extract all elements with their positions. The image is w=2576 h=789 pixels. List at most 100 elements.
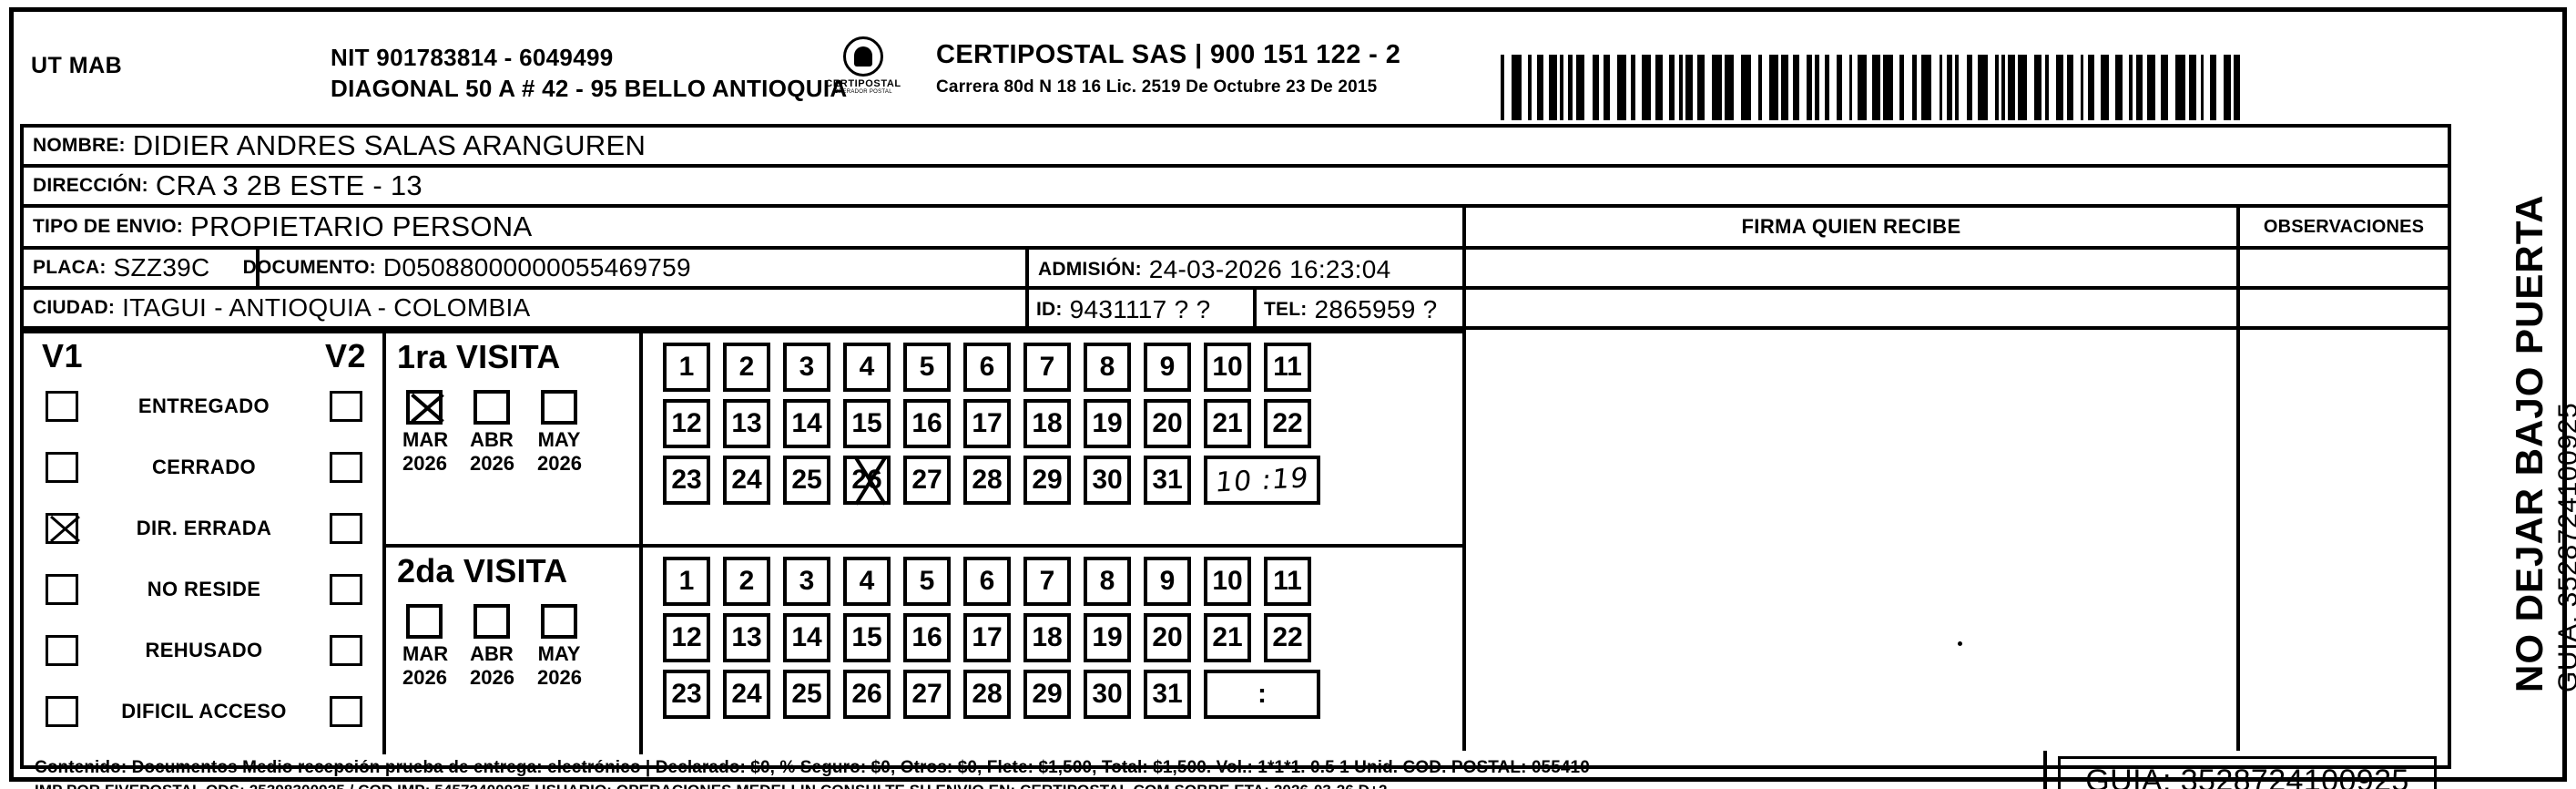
- checkbox-v2-entregado[interactable]: [330, 390, 362, 422]
- checkbox-visit1-mar[interactable]: [406, 390, 443, 425]
- checkbox-v1-rehusado[interactable]: [46, 634, 78, 666]
- day-cell-19[interactable]: 19: [1084, 613, 1131, 662]
- day-cell-3[interactable]: 3: [783, 557, 830, 606]
- visit-time-box[interactable]: 10 :19: [1204, 456, 1320, 505]
- day-cell-28[interactable]: 28: [963, 456, 1011, 505]
- day-cell-25[interactable]: 25: [783, 670, 830, 719]
- checkbox-v1-no-reside[interactable]: [46, 573, 78, 605]
- day-cell-16[interactable]: 16: [903, 613, 951, 662]
- day-cell-15[interactable]: 15: [843, 399, 891, 448]
- day-cell-29[interactable]: 29: [1023, 456, 1071, 505]
- day-cell-16[interactable]: 16: [903, 399, 951, 448]
- visit-block-2: 2da VISITA MAR 2026 ABR 2026 MAY 2026: [386, 544, 639, 754]
- checkbox-v1-entregado[interactable]: [46, 390, 78, 422]
- day-cell-23[interactable]: 23: [663, 456, 710, 505]
- day-cell-26[interactable]: 26: [843, 456, 891, 505]
- checkbox-visit2-abr[interactable]: [473, 604, 510, 639]
- observaciones-header: OBSERVACIONES: [2240, 208, 2448, 250]
- day-cell-12[interactable]: 12: [663, 613, 710, 662]
- day-cell-23[interactable]: 23: [663, 670, 710, 719]
- checkbox-v1-dificil-acceso[interactable]: [46, 695, 78, 727]
- day-cell-25[interactable]: 25: [783, 456, 830, 505]
- day-cell-24[interactable]: 24: [723, 670, 770, 719]
- day-cell-7[interactable]: 7: [1023, 343, 1071, 392]
- checkbox-v1-dir-errada[interactable]: [46, 512, 78, 544]
- guia-box: GUIA: 3528724100925: [2043, 751, 2448, 789]
- day-cell-13[interactable]: 13: [723, 613, 770, 662]
- day-cell-6[interactable]: 6: [963, 557, 1011, 606]
- day-cell-22[interactable]: 22: [1264, 399, 1311, 448]
- day-cell-17[interactable]: 17: [963, 399, 1011, 448]
- visit-time-box[interactable]: :: [1204, 670, 1320, 719]
- day-cell-27[interactable]: 27: [903, 456, 951, 505]
- day-cell-10[interactable]: 10: [1204, 557, 1251, 606]
- day-cell-8[interactable]: 8: [1084, 557, 1131, 606]
- day-cell-11[interactable]: 11: [1264, 557, 1311, 606]
- checkbox-v2-dificil-acceso[interactable]: [330, 695, 362, 727]
- day-cell-9[interactable]: 9: [1144, 343, 1191, 392]
- day-cell-19[interactable]: 19: [1084, 399, 1131, 448]
- day-cell-18[interactable]: 18: [1023, 613, 1071, 662]
- day-cell-1[interactable]: 1: [663, 557, 710, 606]
- day-cell-24[interactable]: 24: [723, 456, 770, 505]
- day-cell-15[interactable]: 15: [843, 613, 891, 662]
- checkbox-v2-no-reside[interactable]: [330, 573, 362, 605]
- day-cell-29[interactable]: 29: [1023, 670, 1071, 719]
- checkbox-v1-cerrado[interactable]: [46, 451, 78, 483]
- barcode-bar: [1536, 55, 1543, 120]
- company-short-name: UT MAB: [31, 53, 123, 78]
- day-cell-11[interactable]: 11: [1264, 343, 1311, 392]
- month-name: ABR: [470, 428, 514, 451]
- day-cell-4[interactable]: 4: [843, 557, 891, 606]
- day-cell-4[interactable]: 4: [843, 343, 891, 392]
- checkbox-visit1-may[interactable]: [541, 390, 577, 425]
- day-cell-31[interactable]: 31: [1144, 670, 1191, 719]
- barcode-space: [2041, 55, 2045, 120]
- day-cell-10[interactable]: 10: [1204, 343, 1251, 392]
- barcode-bar: [1911, 55, 1917, 120]
- observaciones-area[interactable]: [2240, 250, 2448, 751]
- checkbox-visit2-may[interactable]: [541, 604, 577, 639]
- barcode-space: [1521, 55, 1528, 120]
- day-cell-2[interactable]: 2: [723, 343, 770, 392]
- day-cell-21[interactable]: 21: [1204, 399, 1251, 448]
- day-cell-8[interactable]: 8: [1084, 343, 1131, 392]
- month-name: ABR: [470, 642, 514, 665]
- day-cell-14[interactable]: 14: [783, 613, 830, 662]
- day-cell-30[interactable]: 30: [1084, 670, 1131, 719]
- day-cell-31[interactable]: 31: [1144, 456, 1191, 505]
- day-cell-21[interactable]: 21: [1204, 613, 1251, 662]
- barcode-bar: [2201, 55, 2204, 120]
- checkbox-v2-rehusado[interactable]: [330, 634, 362, 666]
- ink-speck: [1958, 641, 1962, 646]
- day-cell-26[interactable]: 26: [843, 670, 891, 719]
- barcode-space: [2184, 55, 2189, 120]
- day-cell-12[interactable]: 12: [663, 399, 710, 448]
- firma-signature-area[interactable]: [1466, 250, 2236, 751]
- day-cell-1[interactable]: 1: [663, 343, 710, 392]
- day-cell-20[interactable]: 20: [1144, 613, 1191, 662]
- day-cell-5[interactable]: 5: [903, 557, 951, 606]
- checkbox-v2-dir-errada[interactable]: [330, 512, 362, 544]
- day-cell-2[interactable]: 2: [723, 557, 770, 606]
- day-cell-20[interactable]: 20: [1144, 399, 1191, 448]
- day-cell-9[interactable]: 9: [1144, 557, 1191, 606]
- day-cell-22[interactable]: 22: [1264, 613, 1311, 662]
- checkbox-visit1-abr[interactable]: [473, 390, 510, 425]
- day-cell-3[interactable]: 3: [783, 343, 830, 392]
- day-cell-7[interactable]: 7: [1023, 557, 1071, 606]
- barcode-space: [1599, 55, 1604, 120]
- day-cell-6[interactable]: 6: [963, 343, 1011, 392]
- day-cell-17[interactable]: 17: [963, 613, 1011, 662]
- day-cell-30[interactable]: 30: [1084, 456, 1131, 505]
- barcode-bar: [1655, 55, 1663, 120]
- day-cell-28[interactable]: 28: [963, 670, 1011, 719]
- day-cell-27[interactable]: 27: [903, 670, 951, 719]
- day-cell-14[interactable]: 14: [783, 399, 830, 448]
- day-cell-18[interactable]: 18: [1023, 399, 1071, 448]
- checkbox-v2-cerrado[interactable]: [330, 451, 362, 483]
- barcode-space: [1852, 55, 1858, 120]
- day-cell-5[interactable]: 5: [903, 343, 951, 392]
- checkbox-visit2-mar[interactable]: [406, 604, 443, 639]
- day-cell-13[interactable]: 13: [723, 399, 770, 448]
